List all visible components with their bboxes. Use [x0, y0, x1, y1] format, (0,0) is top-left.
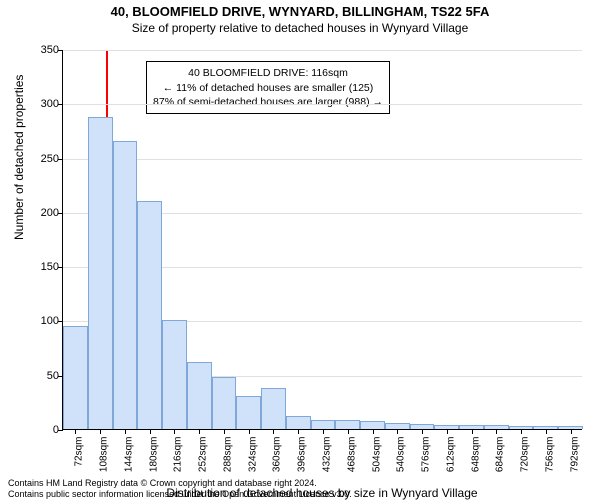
page-title: 40, BLOOMFIELD DRIVE, WYNYARD, BILLINGHA…	[0, 4, 600, 19]
ytick-label: 150	[31, 261, 63, 273]
gridline	[63, 50, 582, 51]
ytick-label: 200	[31, 207, 63, 219]
xtick-label: 504sqm	[371, 437, 382, 487]
histogram-bar	[261, 388, 286, 429]
histogram-bar	[137, 201, 162, 429]
xtick-label: 756sqm	[544, 437, 555, 487]
xtick-label: 612sqm	[445, 437, 456, 487]
xtick-mark	[224, 429, 225, 434]
xtick-mark	[174, 429, 175, 434]
ytick-label: 350	[31, 44, 63, 56]
annotation-line: ← 11% of detached houses are smaller (12…	[153, 81, 383, 95]
gridline	[63, 104, 582, 105]
xtick-mark	[348, 429, 349, 434]
histogram-bar	[162, 320, 187, 429]
xtick-mark	[298, 429, 299, 434]
xtick-mark	[472, 429, 473, 434]
histogram-bar	[212, 377, 237, 429]
histogram-bar	[286, 416, 311, 429]
annotation-box: 40 BLOOMFIELD DRIVE: 116sqm← 11% of deta…	[146, 61, 390, 114]
xtick-label: 540sqm	[396, 437, 407, 487]
histogram-bar	[335, 420, 360, 429]
ytick-label: 50	[31, 370, 63, 382]
gridline	[63, 159, 582, 160]
xtick-mark	[249, 429, 250, 434]
footer-attribution: Contains HM Land Registry data © Crown c…	[8, 478, 352, 500]
ytick-label: 250	[31, 153, 63, 165]
xtick-mark	[100, 429, 101, 434]
footer-line-1: Contains HM Land Registry data © Crown c…	[8, 478, 352, 489]
xtick-mark	[323, 429, 324, 434]
histogram-bar	[88, 117, 113, 429]
xtick-mark	[273, 429, 274, 434]
histogram-bar	[236, 396, 261, 429]
xtick-label: 648sqm	[470, 437, 481, 487]
ytick-label: 0	[31, 424, 63, 436]
annotation-line: 87% of semi-detached houses are larger (…	[153, 95, 383, 109]
ytick-label: 300	[31, 98, 63, 110]
footer-line-2: Contains public sector information licen…	[8, 489, 352, 500]
histogram-bar	[311, 420, 336, 429]
histogram-bar	[113, 141, 138, 429]
histogram-plot: 40 BLOOMFIELD DRIVE: 116sqm← 11% of deta…	[62, 50, 582, 430]
xtick-label: 576sqm	[421, 437, 432, 487]
xtick-mark	[199, 429, 200, 434]
xtick-label: 720sqm	[520, 437, 531, 487]
xtick-label: 792sqm	[569, 437, 580, 487]
xtick-mark	[546, 429, 547, 434]
xtick-mark	[125, 429, 126, 434]
xtick-mark	[373, 429, 374, 434]
ytick-label: 100	[31, 315, 63, 327]
xtick-mark	[496, 429, 497, 434]
xtick-mark	[75, 429, 76, 434]
xtick-mark	[422, 429, 423, 434]
y-axis-label: Number of detached properties	[12, 75, 26, 240]
histogram-bar	[187, 362, 212, 429]
annotation-line: 40 BLOOMFIELD DRIVE: 116sqm	[153, 66, 383, 80]
histogram-bar	[63, 326, 88, 429]
xtick-mark	[397, 429, 398, 434]
chart-area: 40 BLOOMFIELD DRIVE: 116sqm← 11% of deta…	[62, 50, 582, 430]
xtick-label: 684sqm	[495, 437, 506, 487]
subtitle: Size of property relative to detached ho…	[0, 21, 600, 35]
xtick-mark	[521, 429, 522, 434]
xtick-mark	[447, 429, 448, 434]
xtick-mark	[571, 429, 572, 434]
xtick-mark	[150, 429, 151, 434]
histogram-bar	[360, 421, 385, 429]
